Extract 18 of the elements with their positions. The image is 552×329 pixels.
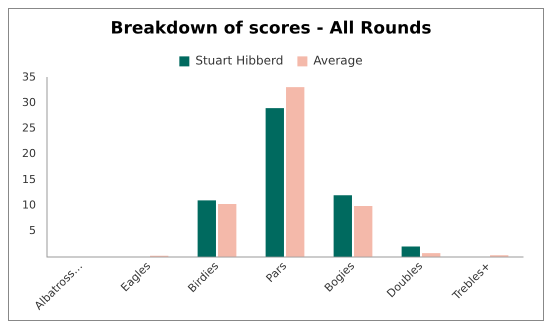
y-tick-label: 25 xyxy=(22,122,36,135)
bar xyxy=(402,246,420,257)
legend-label: Average xyxy=(313,54,363,68)
y-tick-label: 10 xyxy=(22,198,36,212)
bar xyxy=(266,108,284,257)
bar xyxy=(286,87,304,257)
y-tick-label: 35 xyxy=(22,70,36,84)
bar xyxy=(422,253,440,257)
y-tick-label: 5 xyxy=(28,224,36,237)
legend-label: Stuart Hibberd xyxy=(195,54,284,68)
bar xyxy=(334,195,352,257)
y-tick-label: 20 xyxy=(22,147,36,160)
bar xyxy=(218,204,236,257)
y-tick-label: 15 xyxy=(22,172,36,186)
bar xyxy=(354,206,372,257)
bar xyxy=(198,200,216,257)
y-tick-label: 30 xyxy=(22,96,36,109)
chart-title: Breakdown of scores - All Rounds xyxy=(110,18,432,39)
